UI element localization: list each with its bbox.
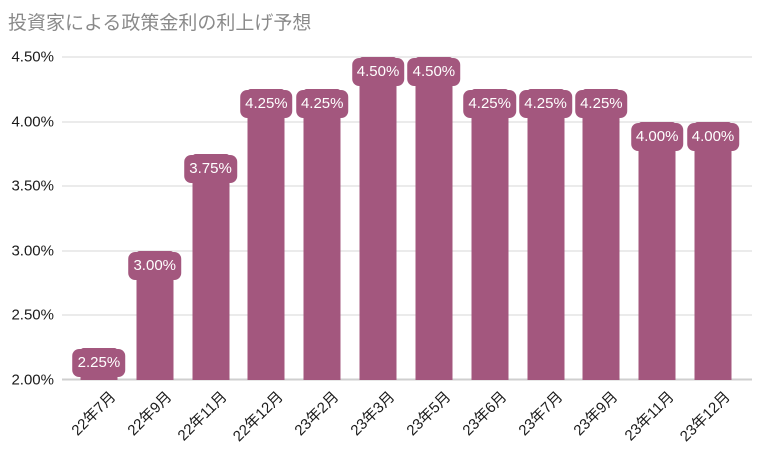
bar: 3.75% — [184, 153, 237, 380]
y-tick-label: 3.00% — [11, 242, 54, 260]
bar: 4.25% — [240, 89, 293, 380]
x-tick-label: 23年11月 — [621, 388, 678, 445]
bar-column: 4.50% 23年3月 — [347, 57, 406, 439]
bar-column: 3.75% 22年11月 — [175, 57, 239, 444]
x-tick-label: 23年3月 — [347, 388, 399, 440]
y-tick-label: 4.50% — [11, 48, 54, 66]
y-axis-labels: 2.00% 2.50% 3.00% 3.50% 4.00% 4.50% — [0, 50, 54, 388]
bar-column: 4.25% 23年2月 — [292, 57, 350, 439]
bar-column: 4.25% 22年12月 — [230, 57, 294, 445]
bar: 3.00% — [128, 250, 182, 380]
x-tick-label: 22年12月 — [229, 388, 287, 446]
bar: 2.25% — [72, 347, 126, 380]
bar: 4.00% — [686, 121, 740, 380]
chart-title: 投資家による政策金利の利上げ予想 — [8, 13, 312, 34]
bar: 4.00% — [630, 121, 684, 380]
x-tick-label: 23年6月 — [459, 388, 511, 440]
bar: 4.25% — [519, 89, 572, 380]
gridline — [62, 185, 752, 187]
x-tick-label: 23年7月 — [514, 388, 566, 440]
bar-value-label: 3.00% — [128, 251, 182, 280]
bar-column: 3.00% 22年9月 — [124, 57, 183, 439]
bar-value-label: 4.25% — [295, 90, 349, 119]
plot-area: 2.00% 2.50% 3.00% 3.50% 4.00% 4.50% 2.25% 22年7… — [11, 50, 752, 445]
bar-value-label: 4.00% — [630, 122, 684, 151]
bar: 4.50% — [407, 57, 461, 380]
x-tick-label: 22年11月 — [174, 388, 231, 445]
x-tick-label: 22年7月 — [68, 388, 120, 440]
x-tick-label: 22年9月 — [124, 388, 176, 440]
gridline — [62, 121, 752, 123]
bar-value-label: 4.50% — [407, 58, 461, 86]
bar: 4.50% — [351, 57, 405, 380]
y-tick-label: 4.00% — [11, 113, 54, 131]
bar-value-label: 4.25% — [463, 90, 516, 119]
bar-value-label: 4.50% — [351, 58, 405, 86]
bar-value-label: 4.25% — [575, 90, 628, 119]
bar-column: 4.25% 23年9月 — [571, 57, 629, 439]
bar-value-label: 3.75% — [184, 154, 237, 183]
x-tick-label: 23年9月 — [570, 388, 622, 440]
bar: 4.25% — [575, 89, 628, 380]
y-tick-label: 3.50% — [11, 177, 54, 195]
bar-column: 4.50% 23年5月 — [403, 57, 462, 439]
gridline — [62, 314, 752, 316]
bar: 4.25% — [463, 89, 516, 380]
bar-column: 4.00% 23年12月 — [677, 57, 741, 445]
x-axis-baseline — [62, 378, 752, 381]
bar-value-label: 4.25% — [519, 90, 572, 119]
x-tick-label: 23年5月 — [403, 388, 455, 440]
bar-value-label: 4.00% — [686, 122, 740, 151]
x-tick-label: 23年2月 — [291, 388, 343, 440]
bar-column: 4.00% 23年11月 — [621, 57, 685, 444]
bar-column: 4.25% 23年7月 — [515, 57, 574, 439]
bar-value-label: 4.25% — [240, 90, 293, 119]
bars-layer: 2.25% 22年7月 3.00% 22年9月 3.75% 22年11月 4.25% 22年1… — [68, 57, 741, 445]
gridline — [62, 250, 752, 252]
bar-column: 4.25% 23年6月 — [459, 57, 518, 439]
bar-column: 2.25% 22年7月 — [68, 57, 127, 439]
bar: 4.25% — [295, 89, 349, 380]
x-tick-label: 23年12月 — [676, 388, 734, 446]
y-tick-label: 2.50% — [11, 306, 54, 324]
bar-value-label: 2.25% — [72, 348, 126, 377]
gridline — [62, 56, 752, 58]
y-tick-label: 2.00% — [11, 371, 54, 389]
